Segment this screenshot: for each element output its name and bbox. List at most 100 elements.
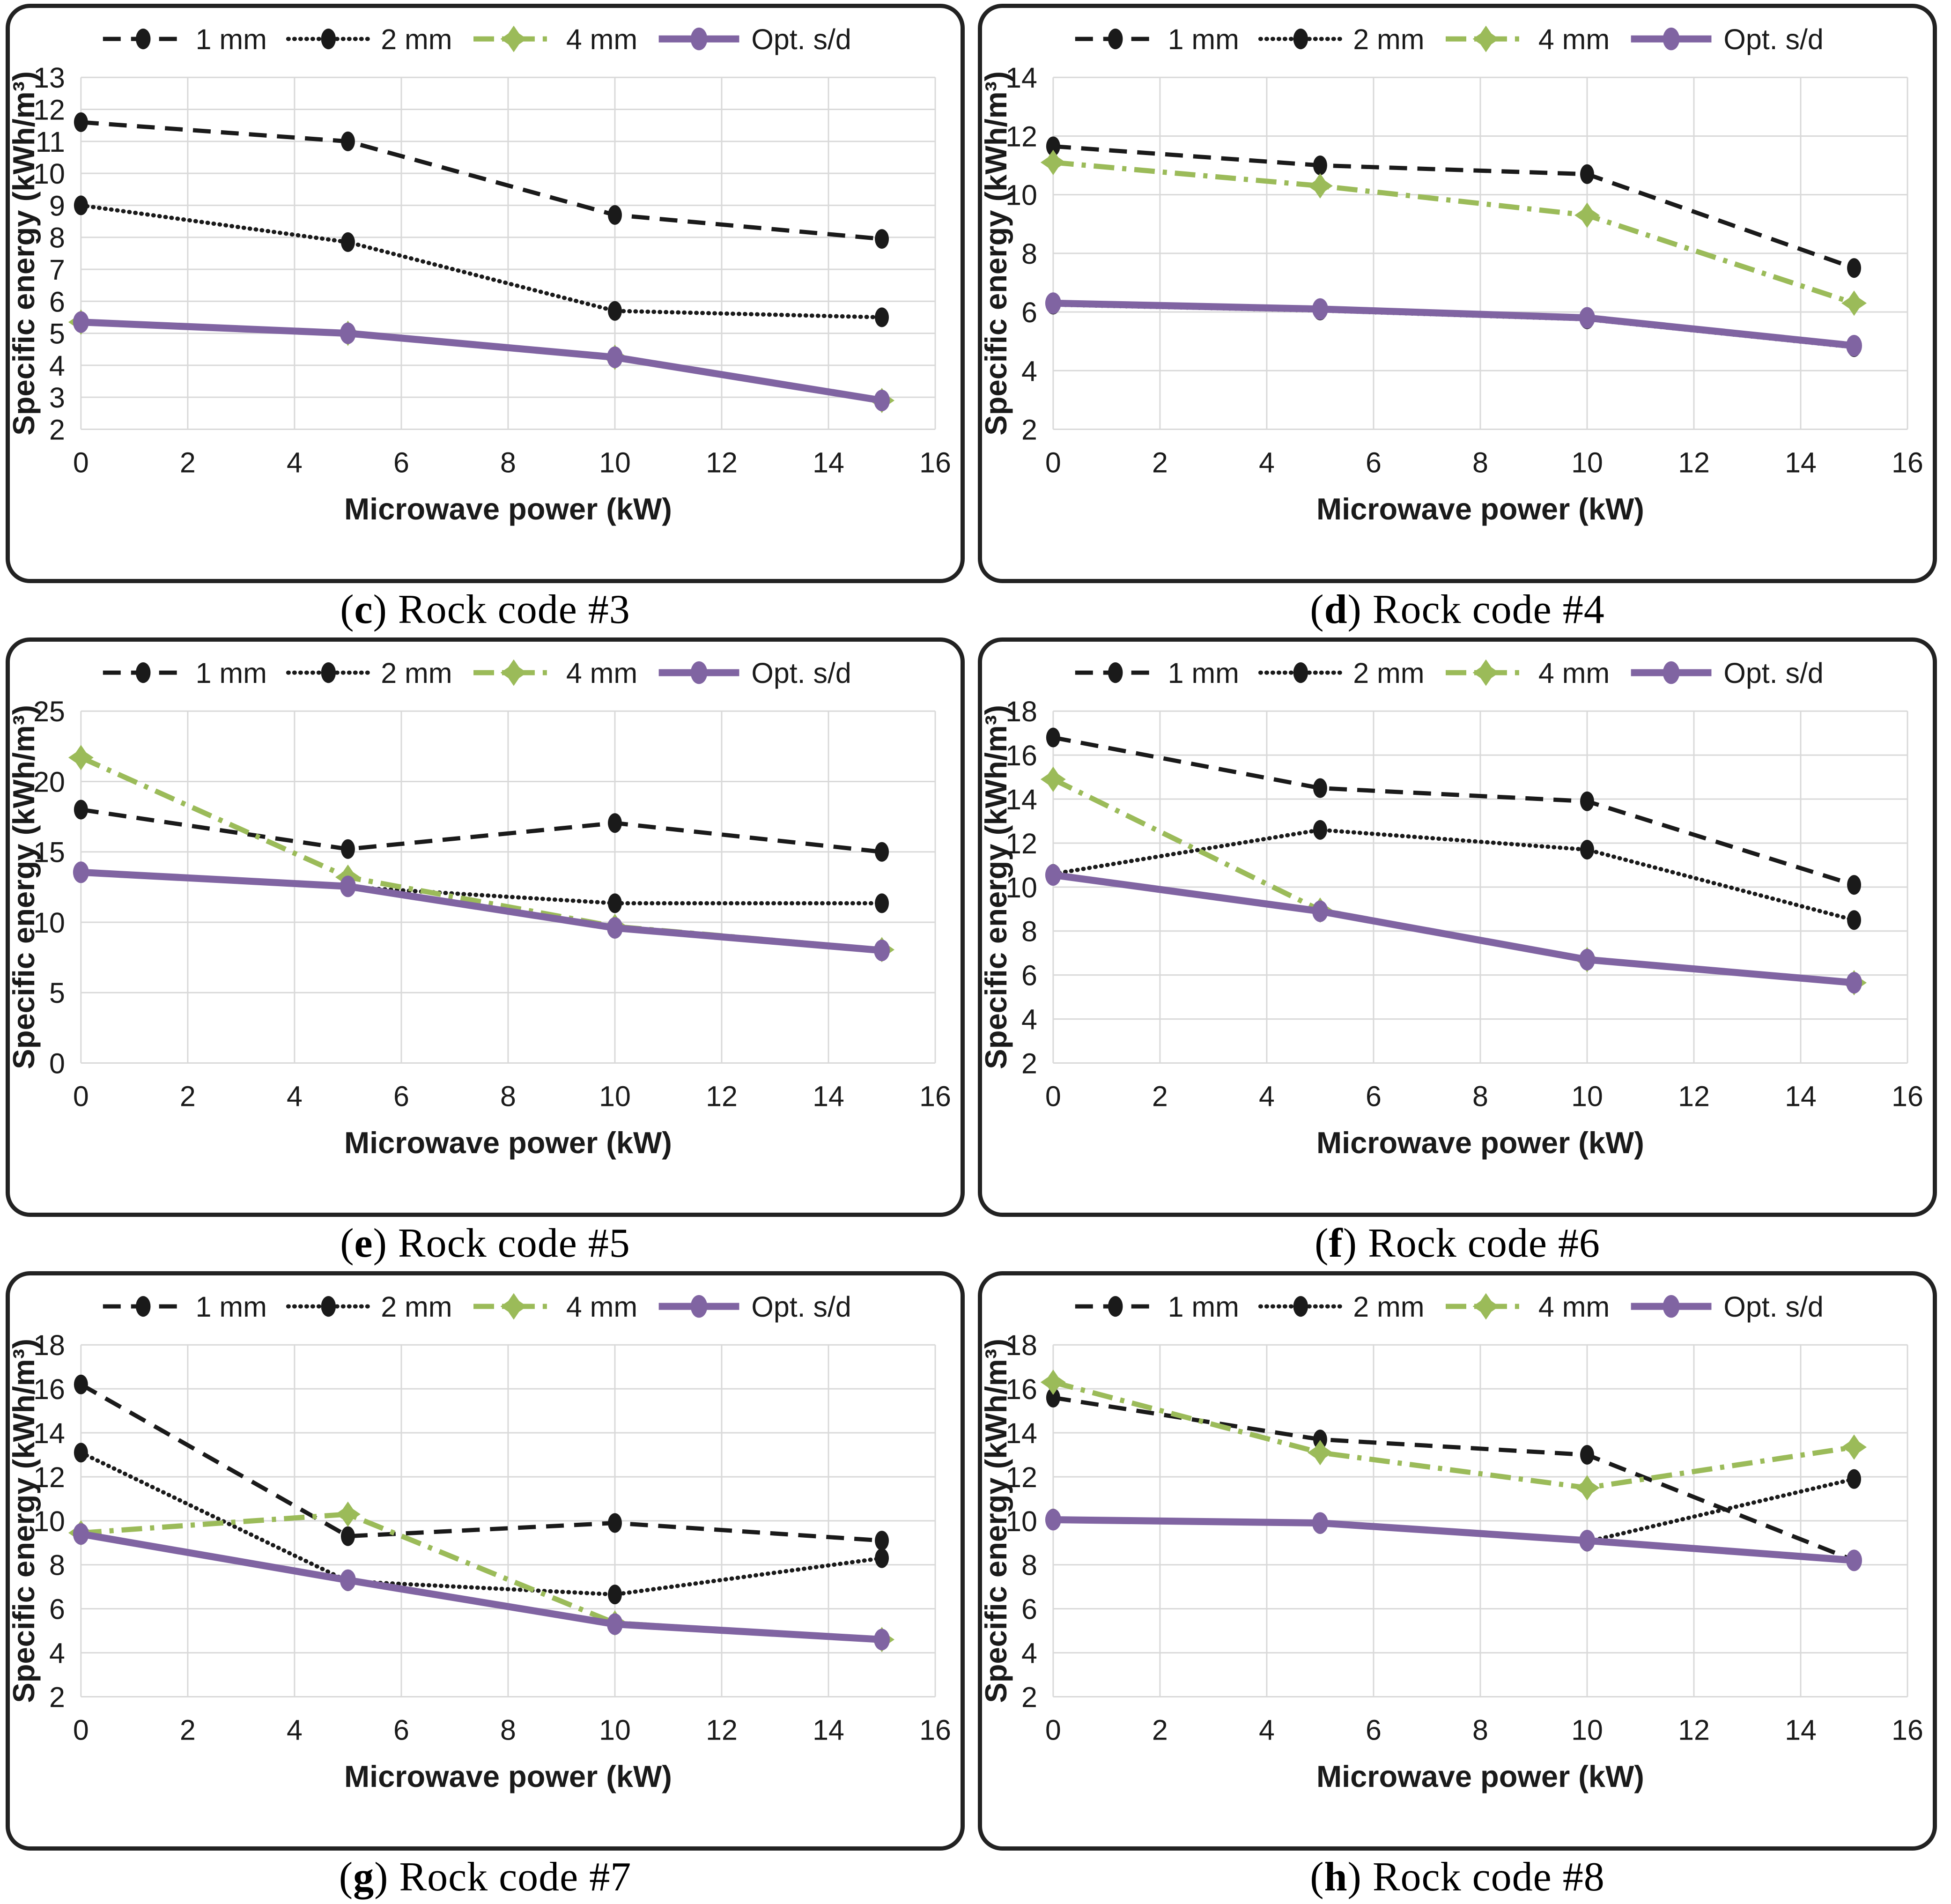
series-line (1053, 1516, 1855, 1564)
x-tick-label: 8 (500, 447, 516, 479)
data-point-marker (1847, 875, 1862, 895)
series-line (81, 120, 882, 241)
data-point-marker (135, 662, 151, 683)
legend-item-2-mm: 2 mm (286, 1291, 452, 1323)
chart-frame-e: 0 5 10 15 20 25 0 2 4 6 8 10 12 14 16 Microwave power (… (6, 637, 965, 1217)
x-tick-label: 16 (919, 1714, 951, 1746)
caption-letter: h (1324, 1854, 1348, 1900)
legend-label: 4 mm (566, 657, 637, 689)
legend-label: 1 mm (196, 657, 267, 689)
y-tick-label: 2 (49, 1681, 65, 1713)
y-tick-label: 8 (1021, 238, 1037, 270)
data-point-marker (1313, 820, 1327, 840)
x-axis-title: Microwave power (kW) (344, 1759, 672, 1793)
x-tick-label: 12 (1678, 1081, 1710, 1112)
series-line (80, 755, 882, 953)
series-1-mm (1046, 136, 1862, 278)
tick-labels: 0 5 10 15 20 25 0 2 4 6 8 10 12 14 16 (33, 696, 951, 1112)
legend: 1 mm 2 mm 4 mm Opt. s/d (103, 23, 851, 55)
data-point-marker (1580, 164, 1594, 184)
data-point-marker (1293, 662, 1308, 683)
x-tick-label: 0 (1045, 447, 1061, 479)
chart-cell-d: 2 4 6 8 10 12 14 0 2 4 6 8 10 12 14 16 Microwave power (… (978, 4, 1937, 636)
data-point-marker (1046, 727, 1060, 748)
data-point-marker (74, 1374, 88, 1394)
x-tick-label: 4 (287, 1081, 303, 1112)
data-point-marker (1580, 791, 1594, 811)
legend-item-opt-s-d: Opt. s/d (1631, 1291, 1824, 1323)
x-tick-label: 10 (1571, 447, 1603, 479)
data-point-marker (1472, 1293, 1500, 1320)
data-point-marker (321, 29, 336, 50)
chart-frame-h: 2 4 6 8 10 12 14 16 18 0 2 4 6 8 10 12 14 16 Microwave pow… (978, 1271, 1937, 1851)
data-point-marker (875, 1531, 889, 1551)
legend-item-4-mm: 4 mm (1446, 23, 1610, 55)
legend-label: 4 mm (1538, 23, 1610, 55)
y-axis-title: Specific energy (kWh/m³) (10, 1339, 41, 1703)
chart-frame-c: 2 3 4 5 6 7 8 9 10 11 12 13 0 2 4 6 8 10 12 14 16 Microwave p… (6, 4, 965, 583)
data-point-marker (500, 659, 527, 686)
y-tick-label: 14 (33, 1417, 65, 1449)
series-line (81, 868, 882, 954)
series-opt-s-d (73, 311, 890, 412)
legend-label: 1 mm (1168, 657, 1239, 689)
data-point-marker (321, 1296, 336, 1317)
x-tick-label: 16 (1892, 447, 1923, 479)
y-tick-label: 12 (1005, 1461, 1037, 1493)
series-line (79, 203, 884, 319)
data-point-marker (875, 842, 889, 862)
data-point-marker (74, 1443, 88, 1463)
legend-item-opt-s-d: Opt. s/d (658, 657, 851, 689)
chart-frame-g: 2 4 6 8 10 12 14 16 18 0 2 4 6 8 10 12 14 16 Microwave pow… (6, 1271, 965, 1851)
y-tick-label: 10 (33, 158, 65, 190)
y-tick-label: 0 (49, 1047, 65, 1079)
caption-c: (c) Rock code #3 (340, 586, 630, 632)
y-axis-title: Specific energy (kWh/m³) (982, 1339, 1013, 1703)
series-opt-s-d (1045, 292, 1862, 357)
series-1-mm (1046, 727, 1862, 895)
series-4-mm (1040, 1370, 1867, 1501)
data-point-marker (1663, 1295, 1680, 1318)
gridlines (1052, 710, 1908, 1064)
y-tick-label: 12 (33, 1461, 65, 1493)
caption-letter: d (1324, 586, 1348, 632)
data-point-marker (135, 29, 151, 50)
x-tick-label: 8 (1472, 1714, 1488, 1746)
data-point-marker (1579, 307, 1595, 329)
data-point-marker (1574, 202, 1600, 228)
data-point-marker (500, 25, 527, 52)
y-tick-label: 10 (1005, 1505, 1037, 1537)
series-line (1051, 828, 1856, 922)
x-tick-label: 6 (1366, 1714, 1382, 1746)
x-tick-label: 16 (919, 447, 951, 479)
x-tick-label: 12 (1678, 1714, 1710, 1746)
y-tick-label: 16 (1005, 740, 1037, 771)
y-tick-label: 10 (33, 1505, 65, 1537)
x-tick-label: 6 (393, 1081, 409, 1112)
legend-item-1-mm: 1 mm (1075, 23, 1239, 55)
legend-label: 1 mm (1168, 1291, 1239, 1323)
series-1-mm (74, 1374, 889, 1551)
legend-item-opt-s-d: Opt. s/d (1631, 23, 1824, 55)
data-point-marker (1040, 1370, 1066, 1395)
data-point-marker (606, 346, 623, 368)
data-point-marker (1108, 1296, 1123, 1317)
legend-label: 4 mm (566, 23, 637, 55)
y-tick-label: 9 (49, 190, 65, 222)
data-point-marker (1472, 659, 1500, 686)
legend-item-2-mm: 2 mm (1258, 23, 1425, 55)
legend-label: 1 mm (196, 1291, 267, 1323)
x-tick-label: 8 (1472, 447, 1488, 479)
data-point-marker (1846, 335, 1862, 357)
data-point-marker (340, 839, 355, 859)
y-tick-label: 2 (1021, 1047, 1037, 1079)
x-tick-label: 2 (1152, 1081, 1168, 1112)
series-line (1053, 735, 1855, 887)
y-tick-label: 18 (33, 1329, 65, 1361)
